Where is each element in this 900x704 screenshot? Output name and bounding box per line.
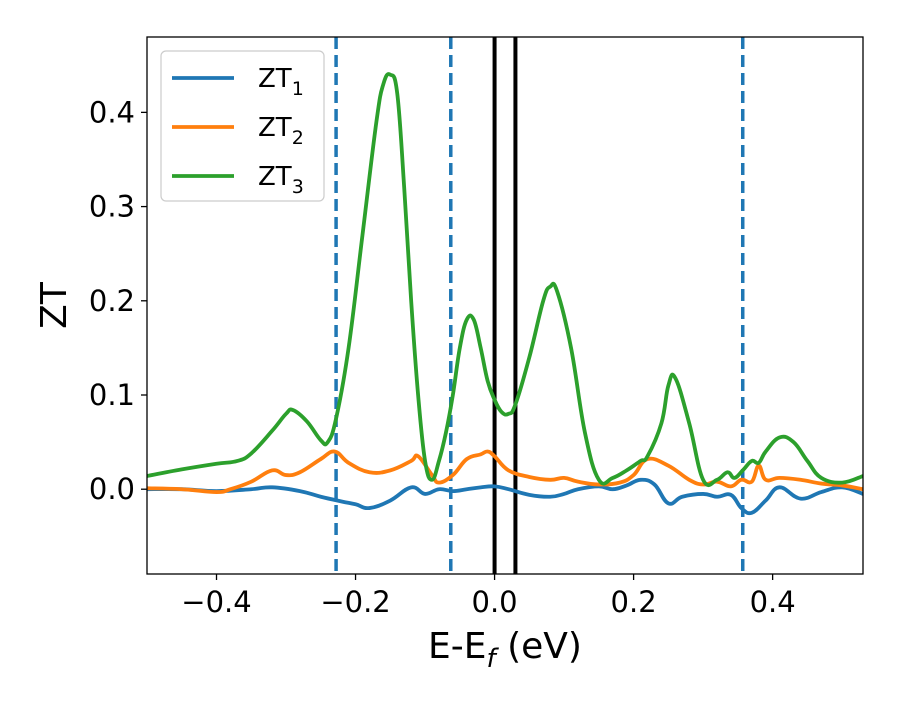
y-tick-label: 0.3 [89, 190, 135, 224]
reference-lines [334, 37, 745, 574]
y-axis-ticks: 0.0 0.1 0.2 0.3 0.4 [89, 95, 147, 506]
legend-label-main: ZT [258, 162, 292, 192]
x-axis-ticks: −0.4 −0.2 0.0 0.2 0.4 [181, 574, 796, 619]
plot-frame [146, 36, 864, 575]
legend-entry-zt1: ZT1 [172, 64, 304, 100]
x-axis-title-suffix: (eV) [496, 626, 582, 667]
x-axis-title-main: E-E [428, 626, 486, 667]
x-tick-label: 0.0 [472, 585, 518, 619]
legend-box [160, 50, 325, 202]
x-tick-label: 0.4 [750, 585, 796, 619]
y-tick-label: 0.0 [89, 472, 135, 506]
legend-label-subscript: 3 [292, 176, 304, 198]
legend-label-main: ZT [258, 113, 292, 143]
legend-label: ZT2 [258, 113, 304, 149]
legend-label: ZT1 [258, 64, 304, 100]
series-line-zt1 [147, 477, 863, 516]
y-tick-label: 0.4 [89, 95, 135, 129]
legend-label-subscript: 2 [292, 127, 304, 149]
legend-label-main: ZT [258, 64, 292, 94]
series-line-zt3 [147, 72, 863, 488]
y-tick-label: 0.2 [89, 284, 135, 318]
series-line-zt2 [147, 449, 863, 494]
y-axis-title: ZT [34, 281, 75, 329]
legend-label: ZT3 [258, 162, 304, 198]
legend-label-subscript: 1 [292, 78, 304, 100]
x-axis-title: E-Ef (eV) [428, 626, 582, 674]
x-tick-label: −0.4 [181, 585, 251, 619]
y-tick-label: 0.1 [89, 378, 135, 412]
x-tick-label: −0.2 [320, 585, 390, 619]
plot-series [147, 72, 863, 516]
legend-entry-zt3: ZT3 [172, 162, 304, 198]
x-tick-label: 0.2 [611, 585, 657, 619]
legend-entry-zt2: ZT2 [172, 113, 304, 149]
